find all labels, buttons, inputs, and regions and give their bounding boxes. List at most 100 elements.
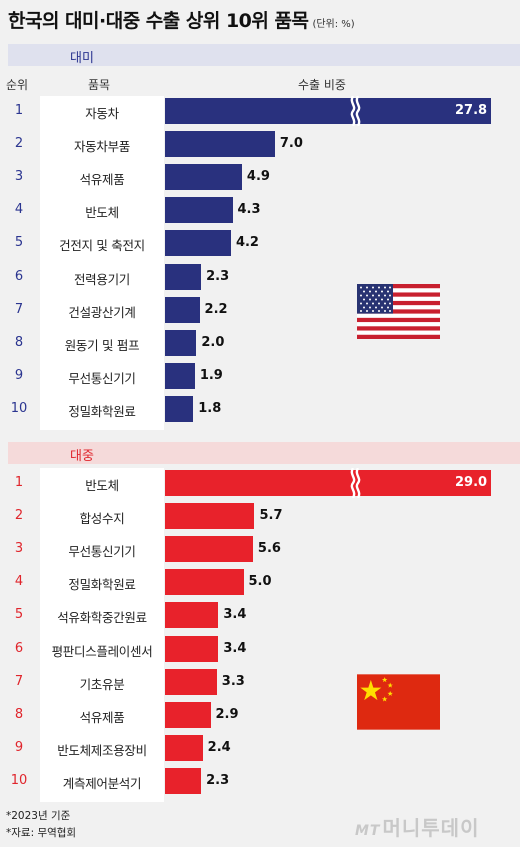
cn-item-background [40, 468, 164, 802]
logo-mt: MT [355, 823, 381, 839]
cn-item-label-8: 석유제품 [79, 709, 125, 725]
us-item-label-8: 원동기 및 펌프 [64, 337, 140, 353]
cn-value-label-1: 29.0 [455, 475, 488, 490]
cn-value-label-6: 3.4 [223, 640, 247, 656]
cn-item-label-1: 반도체 [85, 478, 119, 493]
cn-bar-7 [165, 668, 217, 695]
us-rank-5: 5 [14, 235, 24, 251]
us-bar-4 [165, 197, 233, 224]
cn-rank-4: 4 [14, 574, 24, 590]
us-rank-7: 7 [14, 301, 24, 317]
cn-rank-8: 8 [14, 706, 24, 722]
us-flag-icon [357, 284, 440, 339]
cn-bar-8 [165, 701, 211, 728]
cn-value-label-10: 2.3 [206, 772, 230, 788]
us-rank-4: 4 [14, 202, 24, 218]
us-item-label-6: 전력용기기 [73, 271, 130, 287]
us-bar-1 [165, 98, 491, 124]
share-column-header: 수출 비중 [298, 78, 346, 92]
cn-item-label-6: 평판디스플레이센서 [51, 643, 153, 659]
cn-value-label-2: 5.7 [259, 508, 283, 524]
us-bar-5 [165, 230, 231, 257]
china-flag-icon [357, 674, 440, 730]
cn-item-label-10: 계측제어분석기 [62, 775, 142, 791]
us-rank-3: 3 [14, 169, 24, 185]
cn-bar-6 [165, 635, 219, 662]
us-item-label-4: 반도체 [85, 205, 119, 221]
chart-title: 한국의 대미·대중 수출 상위 10위 품목 (단위: %) [8, 10, 355, 32]
us-value-label-7: 2.2 [204, 301, 228, 317]
us-item-label-5: 건전지 및 축전지 [59, 238, 145, 254]
publisher-logo: MT 머니투데이 [355, 812, 479, 841]
us-value-label-10: 1.8 [198, 400, 222, 416]
cn-value-label-8: 2.9 [215, 706, 239, 722]
cn-bar-4 [165, 569, 244, 596]
us-item-label-1: 자동차 [85, 106, 119, 121]
us-item-label-9: 무선통신기기 [68, 370, 136, 386]
cn-value-label-9: 2.4 [207, 739, 231, 755]
us-bar-6 [165, 263, 202, 290]
us-bar-8 [165, 329, 197, 356]
us-rank-10: 10 [10, 400, 28, 416]
rank-column-header: 순위 [6, 78, 29, 92]
cn-rank-3: 3 [14, 541, 24, 557]
cn-value-label-4: 5.0 [248, 574, 272, 590]
section-us-header: 대미 [8, 44, 520, 66]
us-value-label-6: 2.3 [206, 268, 230, 284]
us-value-label-5: 4.2 [235, 235, 259, 251]
us-bar-10 [165, 395, 194, 422]
cn-rank-5: 5 [14, 607, 24, 623]
us-bar-7 [165, 296, 200, 323]
us-item-label-7: 건설광산기계 [68, 304, 136, 320]
section-us-label: 대미 [70, 51, 94, 66]
cn-axis-break-icon [350, 468, 361, 498]
cn-rank-7: 7 [14, 673, 24, 689]
us-value-label-4: 4.3 [237, 202, 261, 218]
section-cn-label: 대중 [70, 449, 94, 464]
cn-item-label-7: 기초유분 [79, 676, 125, 692]
cn-rank-6: 6 [14, 640, 24, 656]
cn-item-label-3: 무선통신기기 [68, 544, 136, 560]
us-rank-2: 2 [14, 136, 24, 152]
cn-bar-10 [165, 767, 202, 794]
us-rank-8: 8 [14, 334, 24, 350]
us-rank-1: 1 [14, 103, 24, 118]
unit-label: (단위: %) [312, 19, 355, 30]
us-item-background [40, 96, 164, 430]
section-cn-header: 대중 [8, 442, 520, 464]
cn-rank-2: 2 [14, 508, 24, 524]
cn-item-label-5: 석유화학중간원료 [57, 610, 147, 626]
cn-bar-3 [165, 536, 253, 563]
us-value-label-8: 2.0 [201, 334, 225, 350]
cn-item-label-2: 합성수지 [79, 511, 125, 527]
cn-value-label-5: 3.4 [223, 607, 247, 623]
us-axis-break-icon [350, 96, 361, 126]
cn-rank-10: 10 [10, 772, 28, 788]
logo-name: 머니투데이 [382, 816, 480, 840]
cn-rank-9: 9 [14, 739, 24, 755]
us-value-label-2: 7.0 [279, 136, 303, 152]
cn-bar-2 [165, 503, 255, 530]
us-item-label-10: 정밀화학원료 [68, 403, 136, 419]
item-column-header: 품목 [88, 78, 111, 92]
footnote-source: *자료: 무역협회 [6, 827, 77, 839]
cn-bar-9 [165, 734, 203, 761]
us-bar-2 [165, 131, 275, 158]
us-value-label-1: 27.8 [455, 103, 488, 118]
us-item-label-3: 석유제품 [79, 172, 125, 188]
cn-bar-5 [165, 602, 219, 629]
cn-item-label-4: 정밀화학원료 [68, 577, 136, 593]
footnote-year: *2023년 기준 [6, 810, 71, 822]
us-bar-3 [165, 164, 242, 191]
us-item-label-2: 자동차부품 [73, 139, 130, 155]
us-rank-6: 6 [14, 268, 24, 284]
cn-rank-1: 1 [14, 475, 24, 490]
us-bar-9 [165, 362, 195, 389]
cn-item-label-9: 반도체제조용장비 [57, 742, 147, 758]
us-rank-9: 9 [14, 367, 24, 383]
us-value-label-3: 4.9 [246, 169, 270, 185]
cn-value-label-7: 3.3 [221, 673, 245, 689]
cn-value-label-3: 5.6 [257, 541, 281, 557]
us-value-label-9: 1.9 [199, 367, 223, 383]
cn-bar-1 [165, 470, 491, 496]
